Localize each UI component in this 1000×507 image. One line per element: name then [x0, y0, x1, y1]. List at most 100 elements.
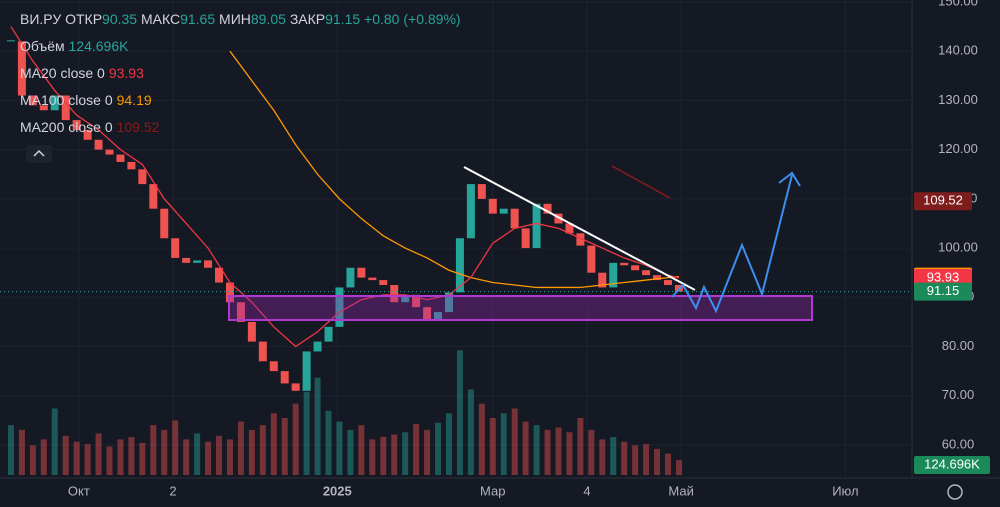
x-tick-label: Мар [480, 483, 505, 498]
volume-bar [445, 413, 452, 475]
volume-bar [435, 422, 442, 475]
candle [565, 223, 574, 234]
ma-value: 93.93 [108, 65, 144, 81]
y-tick-label: 100.00 [938, 240, 978, 255]
value: 91.15 [325, 11, 361, 27]
candle [83, 129, 92, 140]
volume-bar [106, 446, 113, 475]
candle [94, 139, 103, 150]
candle [50, 95, 59, 111]
volume-bar [544, 429, 551, 475]
candle [6, 40, 15, 42]
candle [532, 203, 541, 249]
volume-bar [336, 421, 343, 475]
candle [499, 208, 508, 214]
x-tick-label: 4 [583, 483, 590, 498]
value: 90.35 [102, 11, 138, 27]
candle [105, 149, 114, 155]
candle [368, 277, 377, 281]
volume-bar [226, 439, 233, 475]
volume-bar [183, 439, 190, 475]
candle [423, 307, 432, 320]
settings-button[interactable] [947, 484, 963, 500]
candle [193, 260, 202, 263]
volume-tag [914, 456, 990, 474]
candle [554, 213, 563, 224]
ma-value: 109.52 [116, 119, 160, 135]
candle [412, 294, 421, 308]
candle [598, 272, 607, 288]
collapse-icon [33, 149, 45, 157]
candle [510, 208, 519, 229]
support-zone [228, 295, 813, 321]
volume-bar [40, 439, 47, 475]
candle [663, 280, 672, 285]
volume-bar [588, 429, 595, 475]
volume-bar [18, 429, 25, 475]
candle [116, 154, 125, 162]
candle [609, 262, 618, 288]
candle [543, 203, 552, 214]
volume-bar [270, 413, 277, 475]
volume-bar [489, 418, 496, 475]
candle [576, 233, 585, 246]
label: Объём [20, 38, 65, 54]
volume-bar [632, 445, 639, 475]
value: 89.05 [250, 11, 286, 27]
volume-bar [117, 439, 124, 475]
legend-row: ВИ.РУ ОТКР90.35 МАКС91.65 МИН89.05 ЗАКР9… [20, 6, 461, 33]
x-tick-label: Июл [832, 483, 858, 498]
legend-row: Объём 124.696K [20, 33, 461, 60]
label: ОТКР [65, 11, 103, 27]
collapse-legend-button[interactable] [26, 145, 52, 163]
candle [149, 184, 158, 209]
volume-bar [424, 429, 431, 475]
volume-bar [402, 432, 409, 475]
candle [346, 267, 355, 288]
x-tick-label: 2025 [323, 483, 352, 498]
candle [401, 294, 410, 303]
price-tag-label: 91.15 [927, 283, 960, 298]
volume-tag-label: 124.696K [924, 456, 980, 471]
candle [291, 383, 300, 391]
volume-bar [51, 408, 58, 475]
volume-bar [643, 444, 650, 475]
candle [215, 267, 224, 283]
price-tag-label: 93.93 [927, 269, 960, 284]
forecast-path [671, 174, 793, 314]
volume-bar [555, 427, 562, 475]
volume-bar [369, 439, 376, 475]
candle [357, 267, 366, 278]
candle [466, 184, 475, 239]
volume-bar [7, 425, 14, 475]
y-tick-label: 130.00 [938, 92, 978, 107]
candle [444, 292, 453, 313]
legend-row: MA20 close 0 93.93 [20, 60, 461, 87]
volume-bar [664, 453, 671, 475]
label: МАКС [140, 11, 181, 27]
candle [258, 341, 267, 362]
candle [127, 161, 136, 170]
volume-bar [577, 418, 584, 475]
volume-bar [347, 429, 354, 475]
candle [434, 312, 443, 320]
y-tick-label: 150.00 [938, 0, 978, 8]
candle [269, 361, 278, 372]
volume-bar [314, 377, 321, 475]
candle [390, 285, 399, 303]
volume-bar [478, 403, 485, 475]
label: ЗАКР [289, 11, 326, 27]
volume-bar [216, 435, 223, 475]
price-tag [914, 268, 972, 287]
trend-line [463, 166, 696, 291]
volume-bar [73, 441, 80, 475]
volume-bar [292, 403, 299, 475]
candle [280, 371, 289, 384]
candle [488, 198, 497, 214]
plot [0, 0, 912, 478]
volume-bar [456, 350, 463, 475]
candle [17, 41, 26, 96]
candle [477, 184, 486, 199]
ma100-line [229, 50, 679, 289]
